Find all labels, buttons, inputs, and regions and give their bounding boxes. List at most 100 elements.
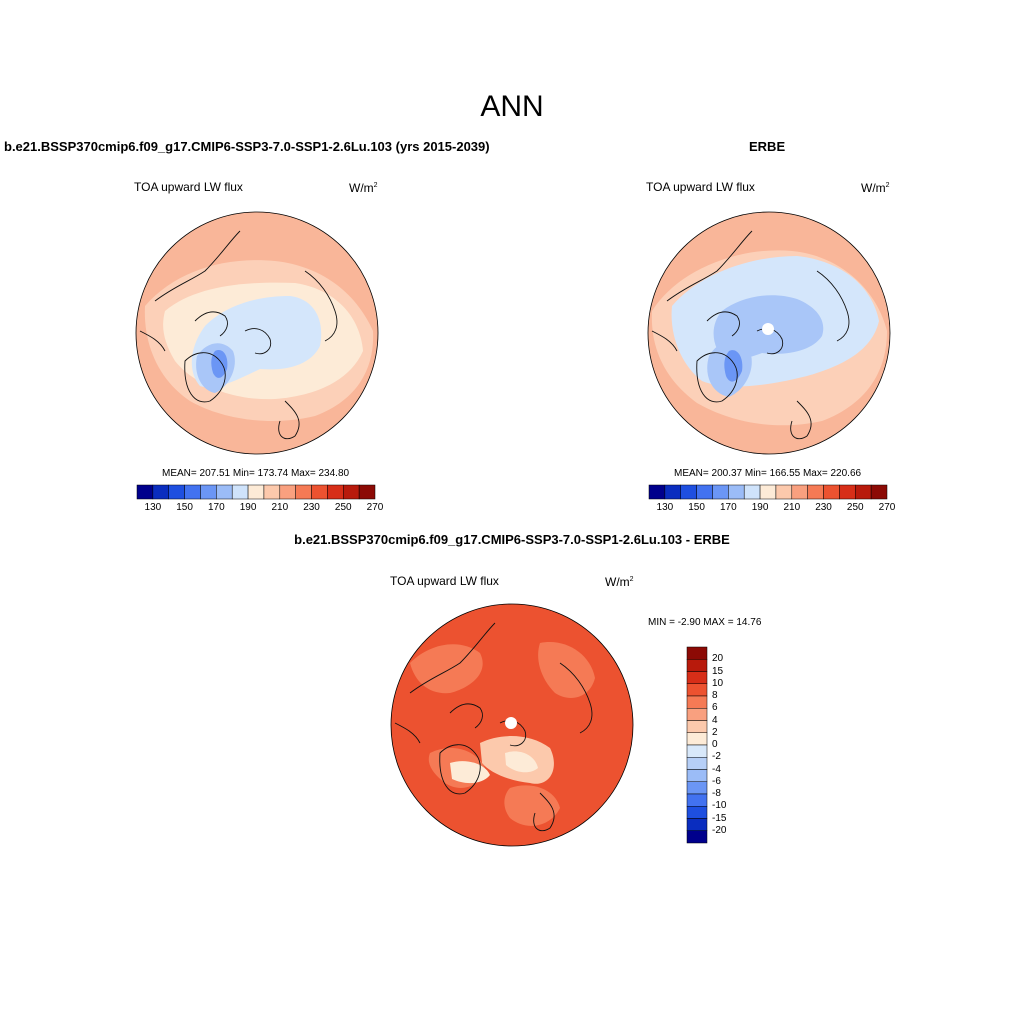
diff-colorbar-tick-label: -8 [712,788,721,799]
diff-colorbar-tick-label: 0 [712,739,718,750]
diff-colorbar-box [686,806,708,819]
obs-stats-label: MEAN= 200.37 Min= 166.55 Max= 220.66 [674,468,862,479]
diff-polar-map [390,603,634,847]
diff-colorbar-tick-label: -6 [712,775,721,787]
diff-colorbar-box [686,646,708,660]
model-colorbar-box [200,484,217,500]
diff-colorbar-tick-label: 4 [712,714,718,726]
obs-colorbar-box [648,484,666,500]
diff-colorbar-box [686,720,708,733]
model-panel-title: b.e21.BSSP370cmip6.f09_g17.CMIP6-SSP3-7.… [4,139,490,154]
obs-colorbar-box [855,484,872,500]
diff-colorbar-box [686,744,708,758]
diff-colorbar-box [686,708,708,721]
diff-mid-patch-4 [504,785,560,826]
diff-colorbar-box [686,769,708,782]
model-colorbar-ticks: 130 150 170 190 210 230 250 270 [137,502,384,516]
model-colorbar-tick-label: 250 [334,502,352,513]
diff-pole-hole [505,717,517,729]
obs-colorbar-tick-label: 130 [656,502,674,513]
diff-colorbar-box [686,818,708,831]
diff-colorbar [686,646,708,844]
model-colorbar-box [168,484,185,500]
diff-colorbar-ticks: 20 15 10 8 6 4 2 0 -2 -4 -6 -8 -10 -15 -20 [712,647,752,843]
model-colorbar-box [358,484,376,500]
diff-colorbar-box [686,757,708,770]
obs-colorbar-box [664,484,681,500]
obs-colorbar-box [696,484,713,500]
obs-colorbar-ticks: 130 150 170 190 210 230 250 270 [649,502,896,516]
diff-colorbar-tick-label: 15 [712,665,724,677]
model-colorbar-box [152,484,169,500]
obs-colorbar-tick-label: 230 [815,502,832,513]
diff-colorbar-box [686,830,708,844]
diff-panel-title: b.e21.BSSP370cmip6.f09_g17.CMIP6-SSP3-7.… [294,532,730,547]
model-colorbar-box [343,484,360,500]
diff-colorbar-tick-label: -10 [712,800,727,812]
diff-colorbar-box [686,793,708,807]
diff-colorbar-tick-label: -20 [712,824,727,836]
model-colorbar-tick-label: 210 [271,502,289,513]
model-colorbar-box [311,484,328,500]
obs-colorbar-box [680,484,697,500]
model-colorbar-tick-label: 190 [239,502,257,513]
model-colorbar-box [231,484,249,500]
obs-colorbar-box [823,484,840,500]
model-variable-label: TOA upward LW flux [134,180,243,194]
model-colorbar-box [327,484,344,500]
obs-colorbar-tick-label: 190 [751,502,769,513]
diff-colorbar-tick-label: 10 [712,677,724,689]
model-colorbar-tick-label: 130 [144,502,162,513]
obs-colorbar-box [759,484,777,500]
model-colorbar-tick-label: 270 [366,502,384,513]
diff-colorbar-tick-label: 2 [712,726,718,738]
obs-colorbar-box [807,484,824,500]
obs-colorbar-box [870,484,888,500]
model-stats-label: MEAN= 207.51 Min= 173.74 Max= 234.80 [162,468,350,479]
diff-colorbar-tick-label: -4 [712,763,721,775]
diff-colorbar-tick-label: -2 [712,751,721,763]
obs-variable-label: TOA upward LW flux [646,180,755,194]
obs-colorbar-tick-label: 250 [846,502,864,513]
model-units-label: W/m2 [349,181,378,195]
diff-colorbar-box [686,683,708,697]
diff-units-label: W/m2 [605,575,634,589]
model-colorbar [136,484,376,500]
obs-colorbar-box [775,484,793,500]
obs-colorbar [648,484,888,500]
model-colorbar-box [136,484,154,500]
model-colorbar-tick-label: 150 [176,502,193,513]
obs-polar-map [647,211,891,455]
diff-pale-band-2 [505,751,538,773]
diff-colorbar-box [686,732,708,746]
model-coastlines [139,230,371,440]
obs-colorbar-box [791,484,808,500]
figure-title: ANN [480,90,544,123]
diff-colorbar-box [686,659,708,672]
diff-colorbar-tick-label: 20 [712,653,724,665]
obs-colorbar-tick-label: 170 [719,502,737,513]
obs-colorbar-tick-label: 150 [688,502,705,513]
model-colorbar-box [184,484,201,500]
diff-variable-label: TOA upward LW flux [390,574,499,588]
obs-colorbar-box [728,484,745,500]
model-colorbar-box [295,484,312,500]
model-colorbar-box [263,484,281,500]
obs-colorbar-tick-label: 210 [783,502,801,513]
obs-pole-hole [762,323,774,335]
model-colorbar-tick-label: 230 [303,502,320,513]
diff-colorbar-tick-label: -15 [712,812,727,824]
diff-colorbar-box [686,671,708,684]
diff-colorbar-tick-label: 8 [712,690,718,701]
diff-colorbar-box [686,695,708,709]
obs-units-label: W/m2 [861,181,890,195]
model-colorbar-box [279,484,296,500]
obs-panel-title: ERBE [749,139,786,154]
diff-colorbar-box [686,781,708,795]
model-polar-map [135,211,379,455]
model-colorbar-tick-label: 170 [207,502,225,513]
obs-colorbar-tick-label: 270 [878,502,896,513]
model-colorbar-box [247,484,265,500]
obs-colorbar-box [712,484,729,500]
model-colorbar-box [216,484,233,500]
